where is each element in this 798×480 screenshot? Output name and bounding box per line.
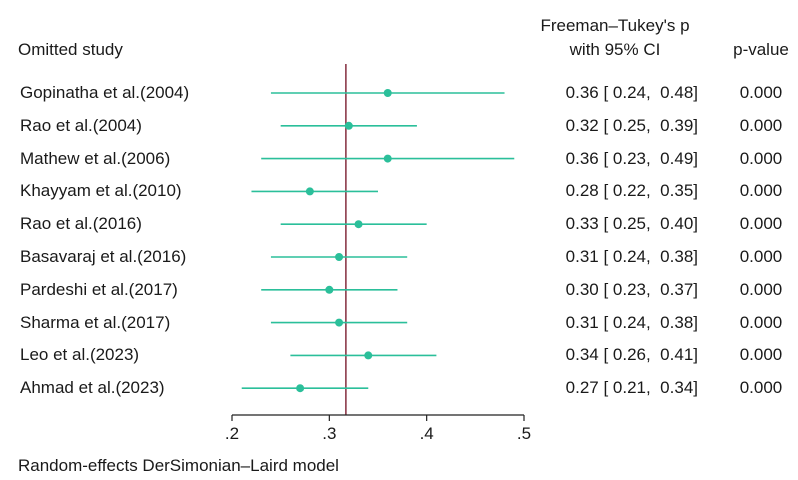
ci-value: 0.32 [ 0.25, 0.39] <box>565 115 698 135</box>
study-label: Khayyam et al.(2010) <box>20 181 182 201</box>
p-value: 0.000 <box>739 83 783 102</box>
ci-header-line1: Freeman–Tukey's p <box>540 16 690 35</box>
point-estimate <box>383 154 392 163</box>
ci-header-line2: with 95% CI <box>569 40 661 59</box>
study-label: Ahmad et al.(2023) <box>20 378 165 398</box>
ci-value: 0.31 [ 0.24, 0.38] <box>565 312 698 332</box>
study-label: Basavaraj et al.(2016) <box>20 247 187 266</box>
ci-value: 0.36 [ 0.23, 0.49] <box>565 148 698 168</box>
ci-value: 0.34 [ 0.26, 0.41] <box>565 345 698 365</box>
point-estimate <box>296 384 305 393</box>
ci-value: 0.31 [ 0.24, 0.38] <box>565 247 698 266</box>
p-value: 0.000 <box>739 181 783 201</box>
omitted-study-header: Omitted study <box>18 40 123 59</box>
p-value: 0.000 <box>739 247 783 266</box>
x-tick-label: .4 <box>420 424 434 443</box>
p-value: 0.000 <box>739 312 783 332</box>
x-tick-label: .3 <box>322 424 336 443</box>
study-label: Gopinatha et al.(2004) <box>20 83 190 102</box>
ci-value: 0.30 [ 0.23, 0.37] <box>565 279 698 299</box>
study-label: Rao et al.(2016) <box>20 214 142 234</box>
point-estimate <box>325 285 334 294</box>
ci-header: Freeman–Tukey's p with 95% CI <box>520 14 710 62</box>
ci-value: 0.28 [ 0.22, 0.35] <box>565 181 698 201</box>
x-tick-label: .5 <box>517 424 531 443</box>
point-estimate <box>383 89 392 97</box>
point-estimate <box>364 351 373 360</box>
ci-value: 0.27 [ 0.21, 0.34] <box>565 378 698 398</box>
study-label: Mathew et al.(2006) <box>20 148 171 168</box>
study-label: Rao et al.(2004) <box>20 115 142 135</box>
p-value: 0.000 <box>739 279 783 299</box>
study-label: Pardeshi et al.(2017) <box>20 279 178 299</box>
p-value: 0.000 <box>739 378 783 398</box>
point-estimate <box>335 253 344 261</box>
pvalue-header: p-value <box>733 40 789 59</box>
study-label: Sharma et al.(2017) <box>20 312 171 332</box>
p-value: 0.000 <box>739 148 783 168</box>
point-estimate <box>344 121 353 130</box>
x-tick-label: .2 <box>225 424 239 443</box>
study-label: Leo et al.(2023) <box>20 345 140 365</box>
ci-value: 0.36 [ 0.24, 0.48] <box>565 83 698 102</box>
point-estimate <box>305 187 314 196</box>
model-footnote: Random-effects DerSimonian–Laird model <box>18 456 339 475</box>
point-estimate <box>354 220 363 229</box>
point-estimate <box>335 318 344 327</box>
p-value: 0.000 <box>739 214 783 234</box>
p-value: 0.000 <box>739 115 783 135</box>
p-value: 0.000 <box>739 345 783 365</box>
ci-value: 0.33 [ 0.25, 0.40] <box>565 214 698 234</box>
